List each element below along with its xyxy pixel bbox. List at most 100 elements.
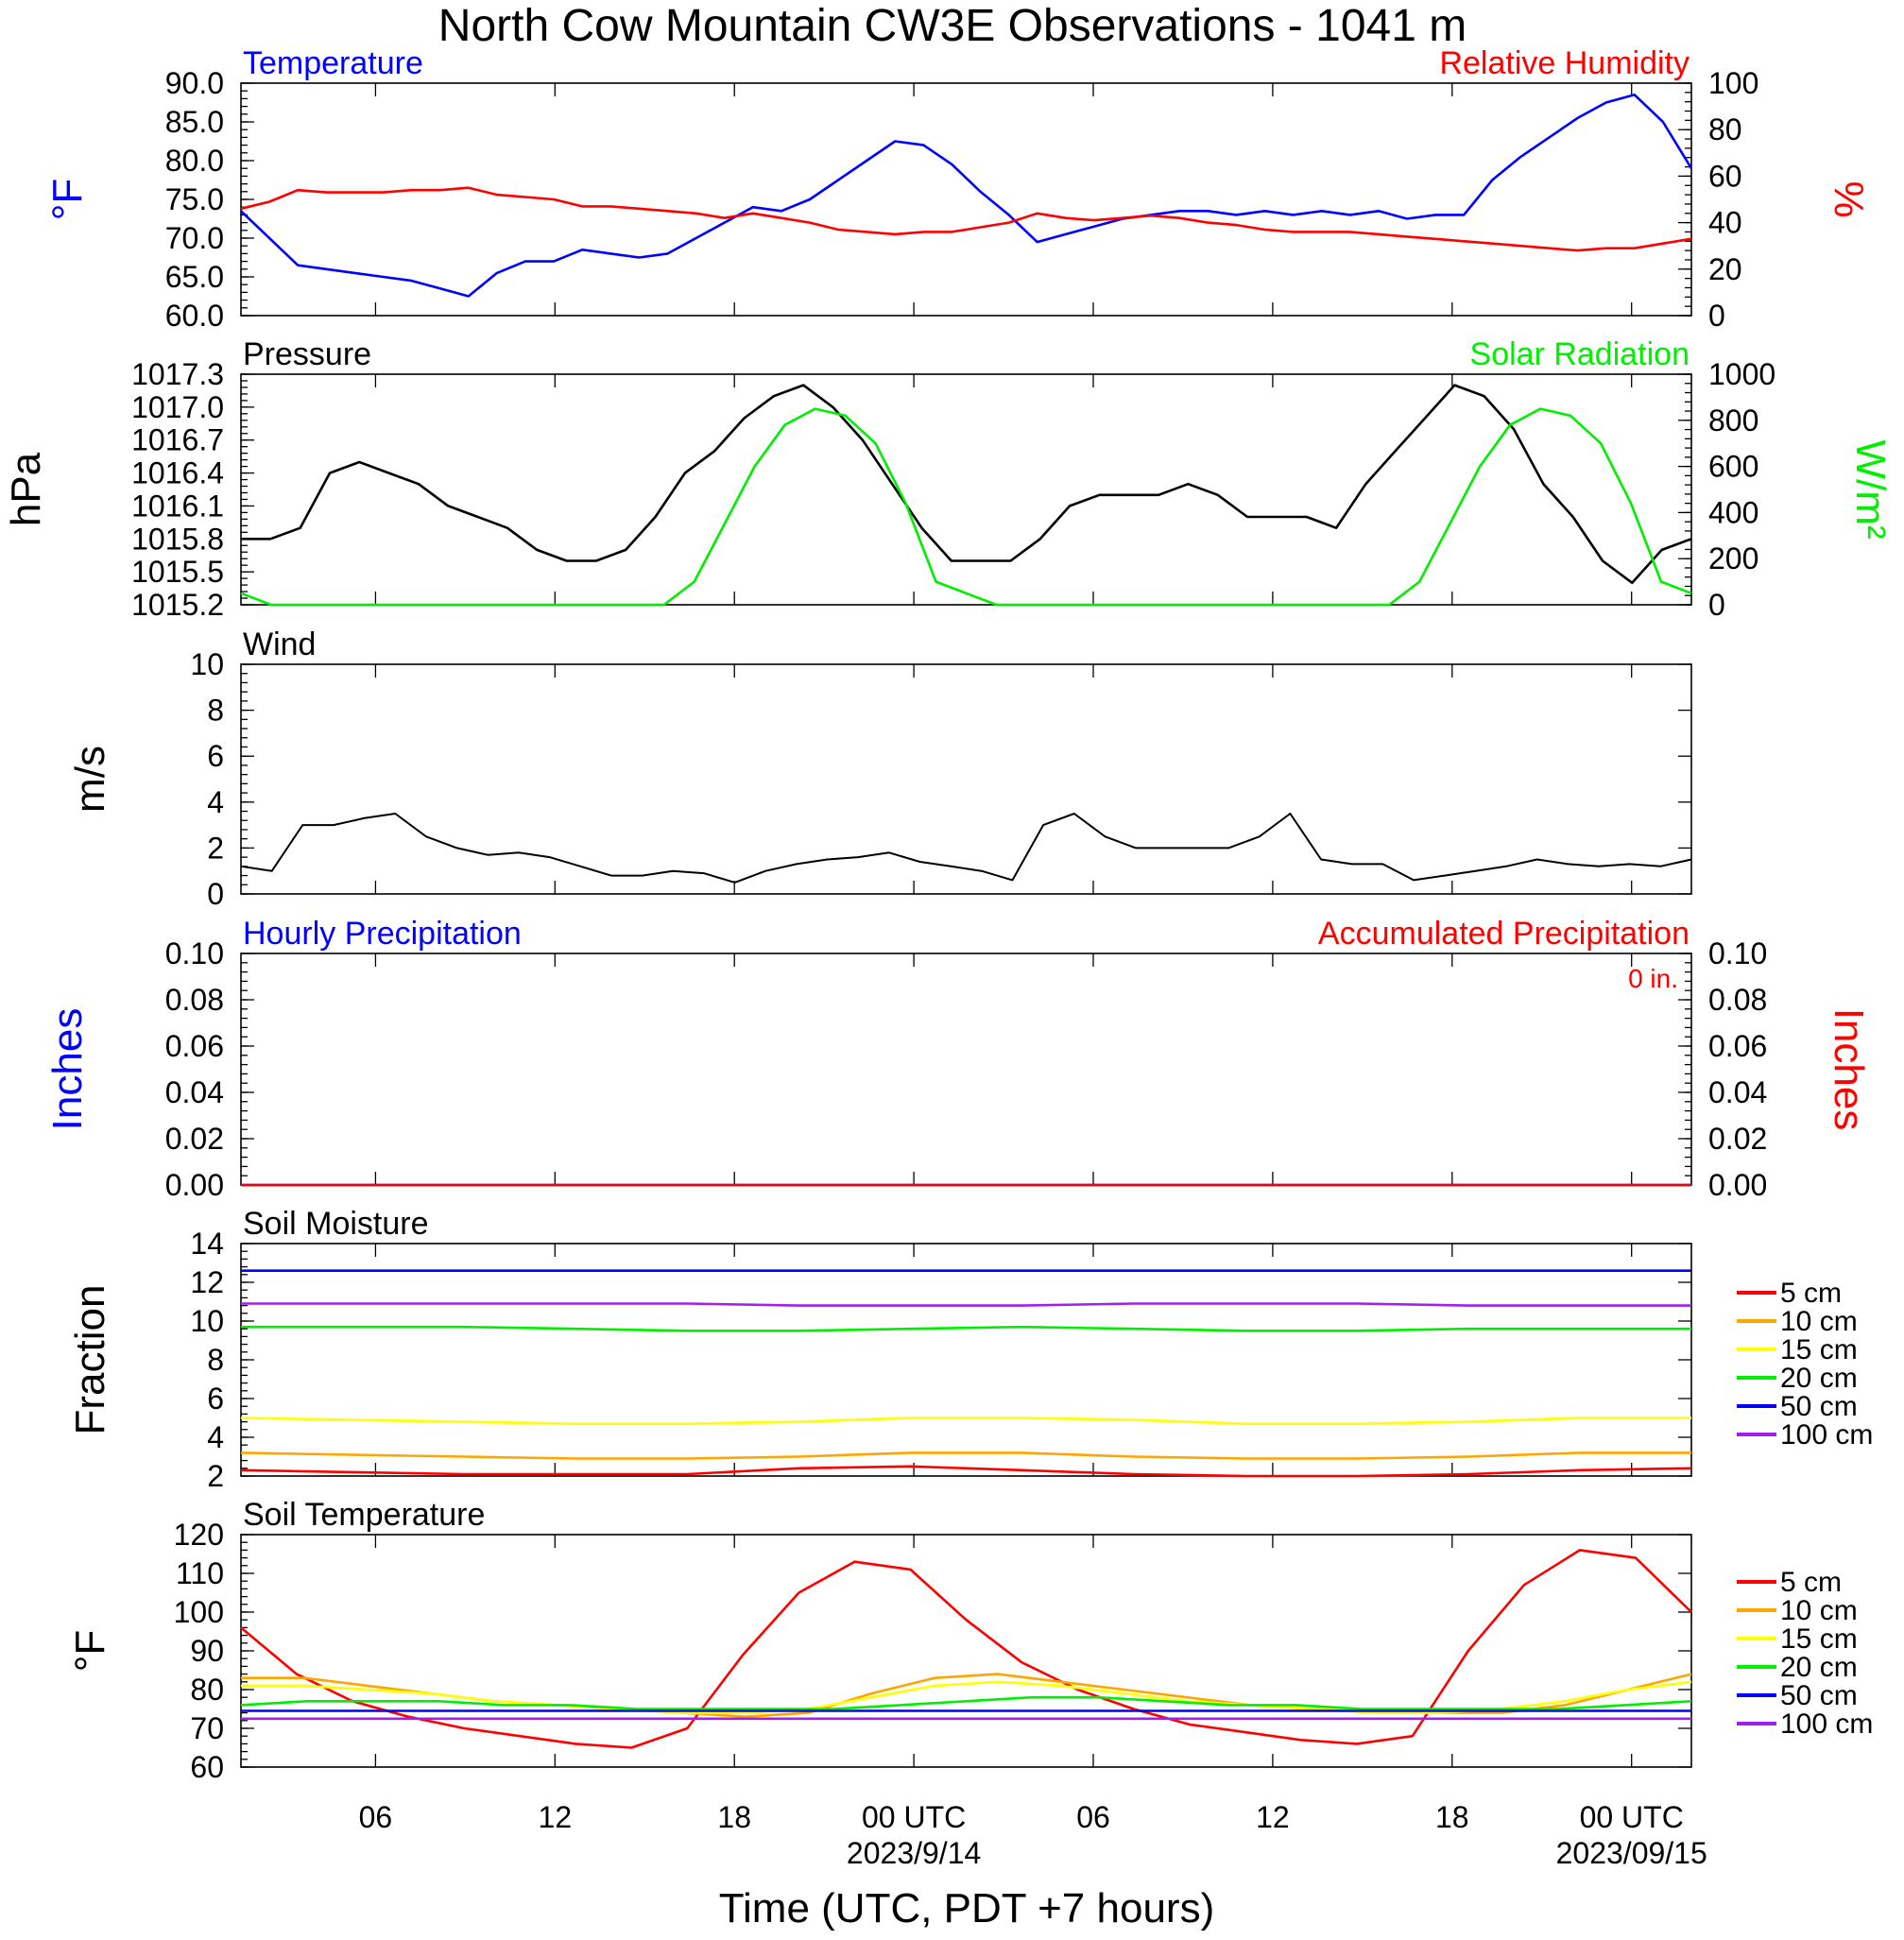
- panel-title-right: Accumulated Precipitation: [1318, 916, 1690, 952]
- y-axis-label-left: °F: [44, 179, 91, 220]
- series-line-20-cm: [240, 1695, 1692, 1710]
- panel-title-left: Wind: [243, 627, 316, 662]
- panel-frame: [240, 663, 1692, 895]
- series-line-100-cm: [241, 1302, 1691, 1307]
- legend-label: 5 cm: [1780, 1278, 1842, 1309]
- y-tick-label-left: 80: [190, 1673, 224, 1707]
- y-tick-label-left: 100: [174, 1595, 224, 1629]
- y-axis-label-right: W/m²: [1847, 439, 1894, 539]
- legend-label: 100 cm: [1780, 1419, 1873, 1451]
- y-tick-label-left: 8: [207, 1343, 224, 1377]
- panel-3: 10 8 6 4 2 0 Wind m/s: [67, 627, 1692, 911]
- y-tick-label-left: 10: [190, 1304, 224, 1338]
- y-tick-label-left: 0.00: [165, 1168, 224, 1202]
- panel-frame: [240, 953, 1692, 1186]
- x-date-label: 2023/09/15: [1556, 1836, 1707, 1870]
- chart-title: North Cow Mountain CW3E Observations - 1…: [438, 1, 1467, 51]
- y-tick-label-right: 400: [1708, 495, 1758, 529]
- y-axis-label-right: %: [1826, 180, 1872, 217]
- x-axis-label: Time (UTC, PDT +7 hours): [719, 1885, 1214, 1931]
- y-axis-label-left: hPa: [3, 452, 49, 526]
- y-tick-label-left: 12: [190, 1265, 224, 1299]
- x-date-label: 2023/9/14: [847, 1836, 981, 1870]
- y-tick-label-left: 1016.7: [131, 423, 224, 457]
- y-tick-label-left: 8: [207, 694, 224, 728]
- x-tick-label: 12: [539, 1800, 573, 1834]
- series-line-wind: [240, 813, 1692, 884]
- y-tick-label-right: 40: [1708, 206, 1742, 240]
- y-tick-label-left: 0.04: [165, 1075, 224, 1109]
- y-tick-label-left: 1017.0: [131, 390, 224, 424]
- series-line-pressure: [241, 384, 1692, 585]
- y-tick-label-left: 70: [190, 1711, 224, 1745]
- legend-label: 15 cm: [1780, 1334, 1858, 1365]
- panel-frame: [240, 82, 1692, 317]
- series-line-5-cm: [240, 1549, 1692, 1749]
- y-tick-label-right: 1000: [1708, 357, 1775, 391]
- y-tick-label-right: 0.02: [1708, 1122, 1767, 1156]
- series-line-5-cm: [240, 1465, 1692, 1478]
- y-axis-label-left: m/s: [67, 746, 113, 813]
- accumulated-annotation: 0 in.: [1628, 964, 1678, 993]
- y-tick-label-left: 1016.4: [131, 456, 224, 490]
- panel-title-left: Soil Moisture: [243, 1206, 429, 1242]
- y-tick-label-left: 0: [207, 877, 224, 911]
- y-tick-label-left: 1016.1: [131, 489, 224, 523]
- panel-1: 90.0 85.0 80.0 75.0 70.0 65.0 60.0 100 80 60 40 20 0…: [44, 45, 1872, 333]
- panel-title-right: Relative Humidity: [1439, 45, 1690, 81]
- legend-label: 50 cm: [1780, 1391, 1858, 1422]
- y-tick-label-right: 0: [1708, 588, 1725, 622]
- panel-frame: [240, 1243, 1692, 1477]
- y-tick-label-left: 65.0: [165, 260, 224, 294]
- y-tick-label-left: 0.02: [165, 1122, 224, 1156]
- y-tick-label-right: 60: [1708, 159, 1742, 193]
- y-tick-label-left: 0.08: [165, 983, 224, 1017]
- y-tick-label-right: 0.00: [1708, 1168, 1767, 1202]
- y-tick-label-right: 0.10: [1708, 936, 1767, 970]
- y-tick-label-left: 2: [207, 1459, 224, 1493]
- y-tick-label-right: 100: [1708, 66, 1758, 100]
- y-tick-label-right: 0.06: [1708, 1029, 1767, 1063]
- x-tick-label: 00 UTC: [1580, 1800, 1684, 1834]
- legend-label: 5 cm: [1780, 1567, 1842, 1598]
- y-tick-label-left: 60: [190, 1750, 224, 1784]
- legend-label: 50 cm: [1780, 1680, 1858, 1711]
- panel-frame: [240, 373, 1692, 606]
- x-tick-label: 06: [359, 1800, 393, 1834]
- series-line-relative-humidity: [240, 186, 1692, 252]
- y-tick-label-left: 1015.8: [131, 522, 224, 556]
- legend-label: 20 cm: [1780, 1363, 1858, 1394]
- legend-label: 100 cm: [1780, 1708, 1873, 1740]
- y-tick-label-left: 4: [207, 785, 224, 819]
- y-tick-label-right: 0.08: [1708, 983, 1767, 1017]
- y-tick-label-right: 600: [1708, 450, 1758, 484]
- y-tick-label-left: 90.0: [165, 66, 224, 100]
- y-tick-label-left: 6: [207, 739, 224, 773]
- y-tick-label-right: 800: [1708, 403, 1758, 438]
- y-tick-label-left: 4: [207, 1420, 224, 1454]
- y-tick-label-left: 120: [174, 1518, 224, 1552]
- y-tick-label-left: 1015.2: [131, 588, 224, 622]
- series-line-20-cm: [241, 1325, 1691, 1332]
- y-tick-label-left: 110: [176, 1556, 224, 1590]
- y-tick-label-left: 0.06: [165, 1029, 224, 1063]
- x-tick-label: 12: [1256, 1800, 1290, 1834]
- y-tick-label-right: 0: [1708, 299, 1725, 333]
- series-line-15-cm: [240, 1416, 1691, 1425]
- y-tick-label-left: 85.0: [165, 105, 224, 139]
- panel-frame: [240, 1534, 1692, 1768]
- y-tick-label-left: 75.0: [165, 182, 224, 216]
- panel-title-left: Temperature: [243, 45, 423, 81]
- y-axis-label-right: Inches: [1826, 1008, 1872, 1131]
- y-tick-label-left: 14: [190, 1227, 224, 1261]
- legend-label: 10 cm: [1780, 1595, 1858, 1626]
- y-tick-label-left: 1017.3: [131, 357, 224, 391]
- panel-4: 0.10 0.08 0.06 0.04 0.02 0.00 0.10 0.08 0.06 0.04…: [44, 916, 1872, 1202]
- y-axis-label-left: °F: [67, 1630, 113, 1672]
- panel-title-left: Soil Temperature: [243, 1497, 485, 1533]
